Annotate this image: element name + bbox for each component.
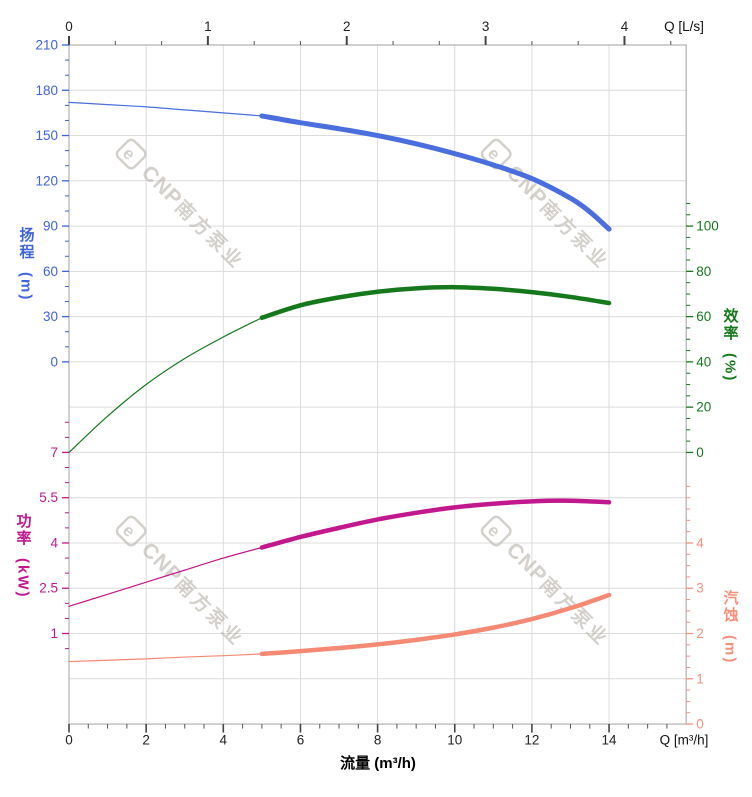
svg-text:0: 0 xyxy=(50,354,58,369)
svg-text:20: 20 xyxy=(696,400,711,415)
svg-text:0: 0 xyxy=(696,717,704,732)
svg-text:1: 1 xyxy=(204,19,212,34)
svg-text:南方泵业: 南方泵业 xyxy=(535,572,613,650)
svg-text:80: 80 xyxy=(696,264,711,279)
svg-text:4: 4 xyxy=(621,19,629,34)
svg-text:4: 4 xyxy=(50,535,58,550)
bottom-axis: 0 2 4 6 8 10 12 14 Q [m³/h] xyxy=(65,724,708,748)
power-axis-labels: 7 5.5 4 2.5 1 xyxy=(39,445,58,641)
efficiency-axis-title: 效率 (%) xyxy=(721,308,739,383)
eff-axis xyxy=(686,202,694,454)
svg-text:4: 4 xyxy=(696,535,704,550)
head-curve xyxy=(68,101,612,232)
svg-text:7: 7 xyxy=(50,445,58,460)
power-axis-unit: (kW) xyxy=(14,558,32,599)
svg-text:100: 100 xyxy=(696,219,719,234)
svg-text:2: 2 xyxy=(142,733,150,748)
svg-text:40: 40 xyxy=(696,354,711,369)
efficiency-axis-unit: (%) xyxy=(721,353,739,383)
top-axis: 0 1 2 3 4 Q [L/s] xyxy=(65,19,704,45)
svg-text:0: 0 xyxy=(65,19,73,34)
npsh-axis-unit: (m) xyxy=(721,635,739,665)
power-curve xyxy=(68,498,612,607)
head-axis-labels: 210 180 150 120 90 60 30 0 xyxy=(35,38,58,370)
npsh-axis xyxy=(686,485,694,725)
svg-text:5.5: 5.5 xyxy=(39,490,58,505)
svg-text:10: 10 xyxy=(447,733,462,748)
npsh-curve xyxy=(68,592,612,663)
power-axis-title: 功率 (kW) xyxy=(14,513,32,599)
svg-text:150: 150 xyxy=(35,128,58,143)
npsh-axis-labels: 4 3 2 1 0 xyxy=(696,535,704,731)
efficiency-axis-title-text: 效率 xyxy=(721,308,739,342)
svg-text:3: 3 xyxy=(696,581,704,596)
top-axis-unit-label: Q [L/s] xyxy=(664,19,704,34)
svg-text:180: 180 xyxy=(35,83,58,98)
svg-text:1: 1 xyxy=(696,671,704,686)
svg-text:120: 120 xyxy=(35,173,58,188)
svg-text:8: 8 xyxy=(374,733,382,748)
svg-text:90: 90 xyxy=(43,219,58,234)
svg-text:2.5: 2.5 xyxy=(39,581,58,596)
svg-text:14: 14 xyxy=(602,733,618,748)
gridlines xyxy=(69,45,687,725)
npsh-axis-title: 汽蚀 (m) xyxy=(721,590,739,665)
svg-text:60: 60 xyxy=(696,309,711,324)
cnp-logo-icon xyxy=(115,138,147,170)
head-axis-title: 扬程 (m) xyxy=(17,227,35,302)
efficiency-curve xyxy=(68,284,612,454)
svg-text:210: 210 xyxy=(35,38,58,53)
svg-text:6: 6 xyxy=(297,733,305,748)
head-axis-title-text: 扬程 xyxy=(17,227,35,261)
svg-text:1: 1 xyxy=(50,626,58,641)
svg-text:0: 0 xyxy=(696,445,704,460)
npsh-axis-title-text: 汽蚀 xyxy=(721,590,739,624)
svg-text:2: 2 xyxy=(696,626,704,641)
svg-text:0: 0 xyxy=(65,733,73,748)
bottom-axis-unit-label: Q [m³/h] xyxy=(660,733,709,748)
head-axis xyxy=(62,44,69,363)
eff-axis-labels: 100 80 60 40 20 0 xyxy=(696,219,719,460)
flow-axis-title: 流量 (m³/h) xyxy=(340,755,416,772)
svg-text:南方泵业: 南方泵业 xyxy=(170,195,248,273)
power-axis-title-text: 功率 xyxy=(14,513,32,547)
svg-text:4: 4 xyxy=(220,733,228,748)
power-axis xyxy=(62,421,69,650)
cnp-logo-icon xyxy=(115,515,147,547)
cnp-logo-icon xyxy=(480,515,512,547)
svg-text:30: 30 xyxy=(43,309,58,324)
svg-text:2: 2 xyxy=(343,19,351,34)
svg-text:3: 3 xyxy=(482,19,490,34)
svg-text:南方泵业: 南方泵业 xyxy=(170,572,248,650)
svg-text:南方泵业: 南方泵业 xyxy=(535,195,613,273)
head-axis-unit: (m) xyxy=(17,272,35,302)
svg-text:60: 60 xyxy=(43,264,58,279)
svg-text:12: 12 xyxy=(524,733,539,748)
